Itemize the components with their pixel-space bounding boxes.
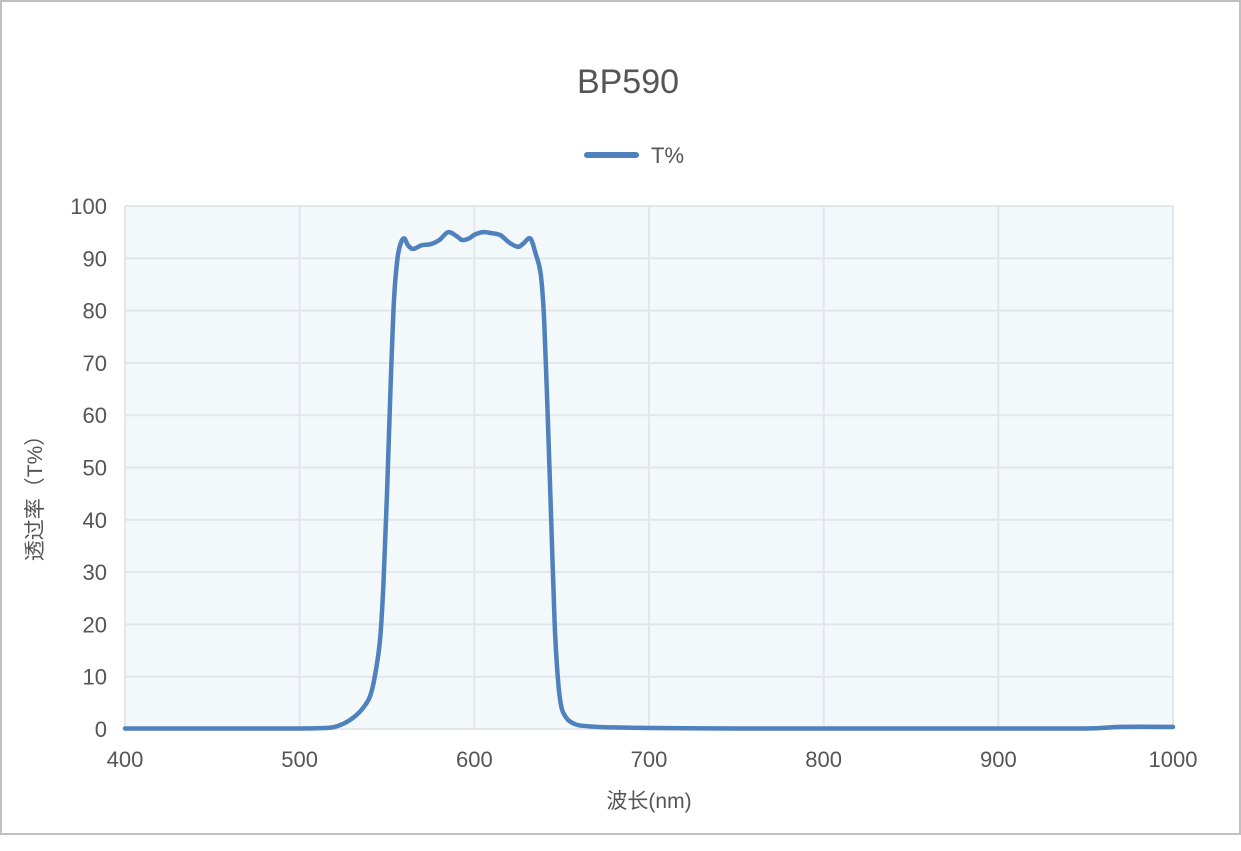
- series-line-T%: [122, 229, 1176, 731]
- x-tick-label: 600: [456, 747, 493, 772]
- y-tick-label: 50: [83, 456, 107, 481]
- x-tick-label: 500: [281, 747, 318, 772]
- legend-label[interactable]: T%: [651, 143, 684, 168]
- y-tick-label: 60: [83, 403, 107, 428]
- tick-labels: 0 10 20 30 40 50 60 70 80 90 100 400 500 600 700 800 900…: [70, 194, 1197, 772]
- y-tick-label: 100: [70, 194, 107, 219]
- grid: [124, 205, 1174, 730]
- y-tick-label: 80: [83, 299, 107, 324]
- y-tick-label: 70: [83, 351, 107, 376]
- y-tick-label: 0: [95, 717, 107, 742]
- y-tick-label: 90: [83, 246, 107, 271]
- x-tick-label: 1000: [1149, 747, 1198, 772]
- x-axis-label: 波长(nm): [606, 790, 691, 813]
- chart-title: BP590: [577, 63, 679, 101]
- x-tick-label: 700: [631, 747, 668, 772]
- y-tick-label: 20: [83, 612, 107, 637]
- x-tick-label: 400: [107, 747, 144, 772]
- y-tick-label: 40: [83, 508, 107, 533]
- x-tick-label: 900: [980, 747, 1017, 772]
- y-tick-label: 10: [83, 665, 107, 690]
- y-axis-label: 透过率（T%）: [24, 425, 47, 562]
- x-tick-label: 800: [805, 747, 842, 772]
- y-tick-label: 30: [83, 560, 107, 585]
